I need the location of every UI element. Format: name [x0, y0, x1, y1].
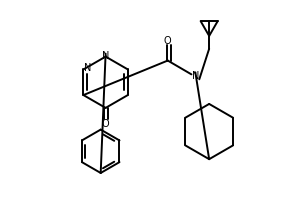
Text: N: N: [192, 71, 199, 81]
Text: N: N: [84, 63, 91, 73]
Text: O: O: [102, 119, 110, 129]
Text: N: N: [102, 51, 109, 61]
Text: O: O: [164, 36, 172, 46]
